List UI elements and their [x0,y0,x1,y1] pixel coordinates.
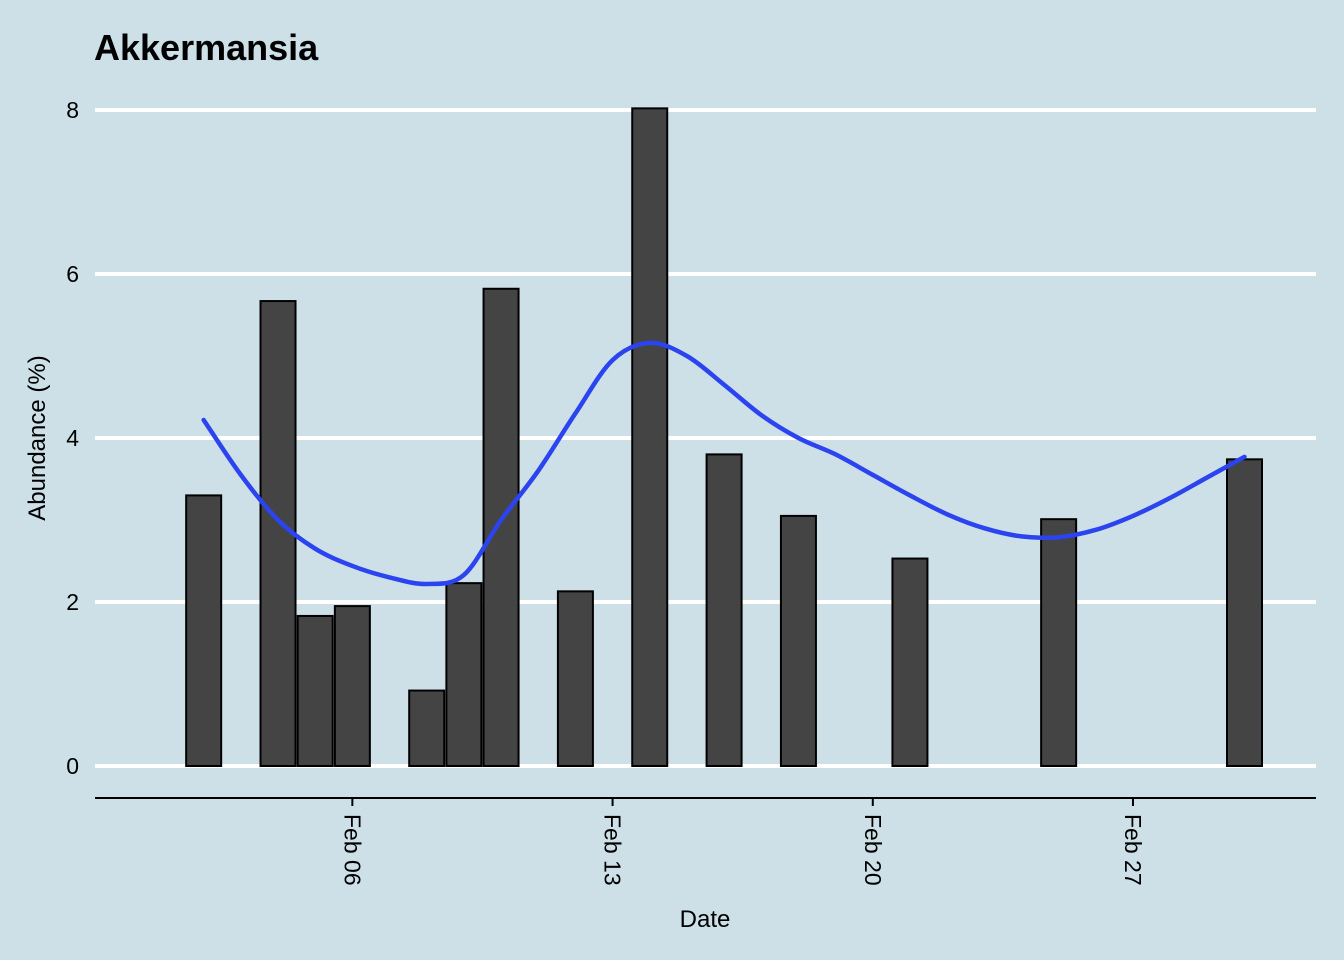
y-tick-label: 0 [66,753,79,779]
bar [631,107,669,768]
trend-line [201,340,1247,587]
bar [556,590,594,768]
y-tick-label: 4 [66,425,79,451]
bar [185,494,223,767]
x-axis-label: Date [680,906,731,933]
x-ticks: Feb 06 Feb 13 Feb 20 Feb 27 [339,798,1146,886]
x-tick-label: Feb 27 [1120,814,1146,886]
bar [333,605,371,767]
x-tick-label: Feb 20 [860,814,886,886]
bar [482,287,520,767]
bar [408,689,446,767]
bar [705,453,743,767]
bar [296,614,334,767]
y-tick-labels: 0 2 4 6 8 [66,97,79,779]
y-axis-label: Abundance (%) [24,355,51,520]
bar [445,582,483,768]
bar [259,300,297,767]
chart-title: Akkermansia [94,27,319,68]
y-tick-label: 6 [66,261,79,287]
bar [779,514,817,768]
bar [1226,458,1263,767]
x-tick-label: Feb 06 [339,814,365,886]
y-tick-label: 8 [66,97,79,123]
x-tick-label: Feb 13 [600,814,626,886]
y-tick-label: 2 [66,589,79,615]
bar [1040,518,1078,767]
bars [185,107,1263,768]
bar [891,557,929,767]
